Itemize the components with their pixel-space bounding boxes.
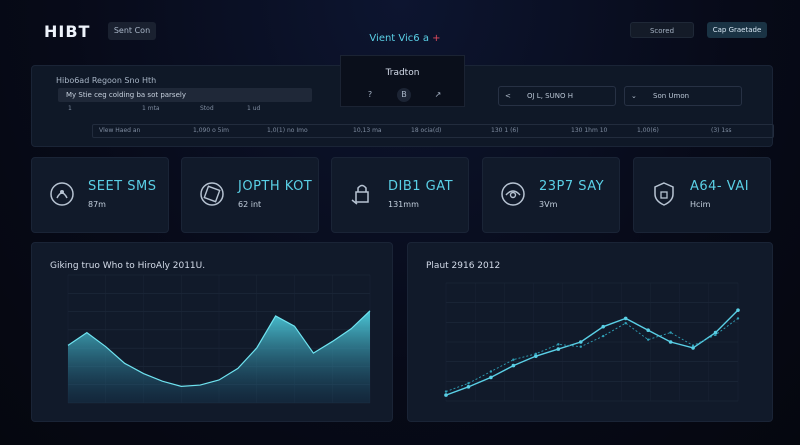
- row-cell: 1,00(6): [637, 127, 659, 134]
- nav-left-select[interactable]: < OJ L, SUNO H: [498, 86, 616, 106]
- line-chart-panel: Plaut 2916 2012: [407, 242, 773, 422]
- data-point[interactable]: [602, 334, 605, 338]
- shield-alert-icon: [654, 182, 674, 206]
- chart-title: Giking truo Who to HiroAly 2011U.: [50, 261, 206, 271]
- app-title-accent: +: [432, 33, 441, 44]
- nav-left-label: OJ L, SUNO H: [527, 92, 573, 100]
- circle-target-icon: [200, 182, 224, 206]
- kpi-sub: 62 int: [238, 200, 262, 209]
- chevron-left-icon: <: [505, 92, 511, 100]
- data-point[interactable]: [579, 345, 582, 348]
- kpi-card[interactable]: JOPTH KOT 62 int: [181, 157, 319, 233]
- kpi-sub: 87m: [88, 200, 106, 209]
- row-cell: 1,0(1) no Imo: [267, 127, 308, 134]
- row-cell: 130 1hm 10: [571, 127, 608, 134]
- kpi-sub: 3Vm: [539, 200, 558, 209]
- kpi-card[interactable]: 23P7 SAY 3Vm: [482, 157, 620, 233]
- filter-heading: Hibo6ad Regoon Sno Hth: [56, 76, 157, 85]
- data-point[interactable]: [668, 340, 673, 344]
- data-point[interactable]: [713, 330, 718, 335]
- data-point[interactable]: [557, 343, 560, 346]
- kpi-value: A64- VAI: [690, 179, 750, 194]
- kpi-value: JOPTH KOT: [238, 179, 313, 194]
- data-point[interactable]: [691, 346, 695, 350]
- kpi-card[interactable]: SEET SMS 87m: [31, 157, 169, 233]
- data-point[interactable]: [624, 321, 627, 325]
- chevron-down-icon: ⌄: [631, 92, 637, 100]
- scored-button[interactable]: Scored: [630, 22, 694, 38]
- row-cell: Vlew Haed an: [99, 127, 141, 134]
- app-logo[interactable]: HIBT: [44, 22, 91, 41]
- chart-title: Plaut 2916 2012: [426, 261, 501, 271]
- data-point[interactable]: [714, 333, 717, 337]
- data-point[interactable]: [466, 385, 471, 389]
- filter-row[interactable]: Vlew Haed an 1,090 o 5im 1,0(1) no Imo 1…: [92, 124, 774, 138]
- bookmark-icon[interactable]: B: [397, 88, 411, 102]
- area-chart[interactable]: [32, 243, 394, 423]
- line-chart[interactable]: [408, 243, 774, 423]
- top-bar: HIBT Sent Con Vient Vic6 a + Scored Cap …: [0, 0, 800, 64]
- dropdown-popup: Tradton ? B ↗: [340, 55, 465, 107]
- data-point[interactable]: [578, 340, 583, 344]
- help-icon[interactable]: ?: [367, 90, 373, 99]
- grade-button[interactable]: Cap Graetade: [707, 22, 767, 38]
- sub-label: 1 ud: [247, 105, 261, 112]
- data-point[interactable]: [489, 370, 493, 373]
- kpi-sub: 131mm: [388, 200, 419, 209]
- row-cell: 10,13 ma: [353, 127, 382, 134]
- sub-label: Stod: [200, 105, 214, 112]
- app-title-text: Vient Vic6 a: [369, 33, 429, 44]
- kpi-value: SEET SMS: [88, 179, 157, 194]
- kpi-card[interactable]: DIB1 GAT 131mm: [331, 157, 469, 233]
- kpi-sub: Hcim: [690, 200, 711, 209]
- data-point[interactable]: [534, 354, 538, 358]
- area-series[interactable]: [68, 310, 370, 403]
- data-point[interactable]: [556, 347, 561, 351]
- data-point[interactable]: [444, 393, 448, 397]
- data-point[interactable]: [646, 328, 650, 332]
- data-point[interactable]: [511, 363, 516, 368]
- lock-hand-icon: [351, 184, 369, 205]
- line-series[interactable]: [445, 309, 739, 396]
- data-point[interactable]: [736, 317, 740, 320]
- circle-eye-icon: [501, 182, 525, 206]
- area-chart-panel: Giking truo Who to HiroAly 2011U.: [31, 242, 393, 422]
- kpi-value: DIB1 GAT: [388, 179, 454, 194]
- row-cell: 130 1 (6): [491, 127, 519, 134]
- data-point[interactable]: [736, 308, 740, 312]
- expand-icon[interactable]: ↗: [434, 90, 442, 99]
- filter-search-input[interactable]: My Stie ceg colding ba sot parsely: [58, 88, 312, 102]
- row-cell: 18 ocia(d): [411, 127, 442, 134]
- sub-label: 1: [68, 105, 72, 112]
- popup-title: Tradton: [385, 68, 420, 78]
- data-point[interactable]: [691, 344, 695, 347]
- data-point[interactable]: [489, 375, 493, 380]
- search-button[interactable]: Sent Con: [108, 22, 156, 40]
- sub-label: 1 mta: [142, 105, 160, 112]
- data-point[interactable]: [467, 382, 470, 385]
- data-point[interactable]: [669, 331, 672, 334]
- nav-right-label: Son Umon: [653, 92, 690, 100]
- data-point[interactable]: [623, 316, 628, 321]
- nav-right-select[interactable]: ⌄ Son Umon: [624, 86, 742, 106]
- data-point[interactable]: [512, 358, 515, 361]
- row-cell: (3) 1ss: [711, 127, 732, 134]
- app-title: Vient Vic6 a +: [340, 33, 470, 44]
- data-point[interactable]: [601, 324, 606, 329]
- row-cell: 1,090 o 5im: [193, 127, 229, 134]
- data-point[interactable]: [534, 352, 538, 355]
- kpi-card[interactable]: A64- VAI Hcim: [633, 157, 771, 233]
- line-series[interactable]: [445, 318, 739, 392]
- data-point[interactable]: [646, 338, 650, 341]
- area-series-line: [67, 310, 371, 387]
- data-point[interactable]: [444, 390, 448, 393]
- shield-face-icon: [50, 182, 74, 206]
- kpi-value: 23P7 SAY: [539, 179, 605, 194]
